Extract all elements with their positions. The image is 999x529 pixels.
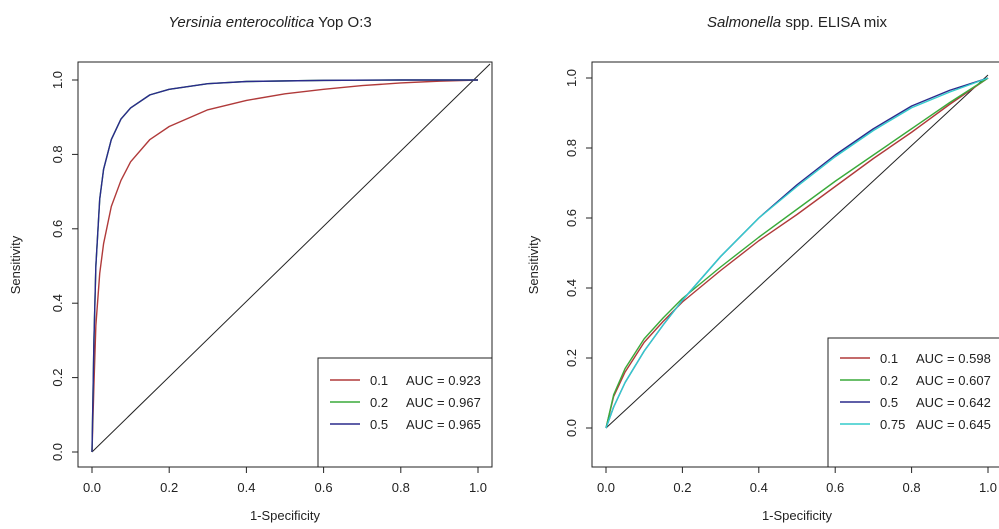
- diagonal-reference-line: [605, 74, 989, 429]
- roc-curves: [605, 77, 989, 429]
- x-axis-ticks: 0.0 0.2 0.4 0.6 0.8 1.0: [597, 467, 997, 495]
- roc-curve-0-5: [91, 79, 478, 453]
- y-tick-label: 0.8: [50, 145, 65, 163]
- legend-series-name: 0.2: [880, 373, 898, 388]
- roc-curve-0-75: [605, 77, 989, 429]
- x-tick-label: 0.0: [83, 480, 101, 495]
- legend: 0.1 AUC = 0.923 0.2 AUC = 0.967 0.5 AUC = 0.9…: [317, 357, 493, 468]
- chart-title: Yersinia enterocolitica Yop O:3: [168, 14, 371, 31]
- y-tick-label: 0.8: [564, 139, 579, 157]
- legend: 0.1 AUC = 0.598 0.2 AUC = 0.607 0.5 AUC = 0.6…: [827, 337, 999, 468]
- x-tick-label: 0.2: [160, 480, 178, 495]
- plot-frame: [591, 61, 999, 468]
- y-axis-label: Sensitivity: [526, 235, 541, 294]
- diagonal-reference-line: [91, 63, 491, 453]
- x-axis-ticks: 0.0 0.2 0.4 0.6 0.8 1.0: [83, 467, 487, 495]
- y-tick-label: 0.6: [564, 209, 579, 227]
- x-tick-label: 1.0: [979, 480, 997, 495]
- legend-auc-value: AUC = 0.645: [916, 417, 991, 432]
- y-tick-label: 0.4: [564, 279, 579, 297]
- title-rest: spp. ELISA mix: [781, 14, 887, 31]
- y-axis-ticks: 0.0 0.2 0.4 0.6 0.8 1.0: [50, 71, 78, 461]
- y-tick-label: 1.0: [564, 69, 579, 87]
- legend-auc-value: AUC = 0.607: [916, 373, 991, 388]
- roc-curve-0-1: [605, 77, 989, 429]
- y-tick-label: 0.6: [50, 220, 65, 238]
- legend-series-name: 0.5: [880, 395, 898, 410]
- legend-auc-value: AUC = 0.923: [406, 373, 481, 388]
- legend-series-name: 0.1: [880, 351, 898, 366]
- x-axis-label: 1-Specificity: [250, 508, 321, 523]
- legend-series-name: 0.1: [370, 373, 388, 388]
- y-axis-ticks: 0.0 0.2 0.4 0.6 0.8 1.0: [564, 69, 592, 437]
- y-axis-label: Sensitivity: [8, 235, 23, 294]
- legend-series-name: 0.2: [370, 395, 388, 410]
- legend-auc-value: AUC = 0.642: [916, 395, 991, 410]
- x-tick-label: 0.4: [237, 480, 255, 495]
- panel-salmonella: Salmonella spp. ELISA mix 0.0 0.2 0.4 0.6 0.…: [526, 14, 999, 523]
- y-tick-label: 1.0: [50, 71, 65, 89]
- roc-curves: [91, 79, 479, 453]
- x-tick-label: 0.8: [392, 480, 410, 495]
- roc-curve-0-1: [91, 79, 479, 453]
- x-tick-label: 0.4: [750, 480, 768, 495]
- x-tick-label: 0.2: [673, 480, 691, 495]
- title-rest: Yop O:3: [314, 14, 372, 31]
- panel-yersinia: Yersinia enterocolitica Yop O:3 0.0 0.2 0.…: [8, 14, 493, 523]
- legend-series-name: 0.5: [370, 417, 388, 432]
- plot-frame: [77, 61, 493, 468]
- legend-series-name: 0.75: [880, 417, 905, 432]
- legend-box: [317, 357, 493, 468]
- x-axis-label: 1-Specificity: [762, 508, 833, 523]
- y-tick-label: 0.2: [50, 369, 65, 387]
- y-tick-label: 0.2: [564, 349, 579, 367]
- x-tick-label: 0.0: [597, 480, 615, 495]
- legend-auc-value: AUC = 0.965: [406, 417, 481, 432]
- y-tick-label: 0.0: [50, 443, 65, 461]
- x-tick-label: 1.0: [469, 480, 487, 495]
- legend-auc-value: AUC = 0.967: [406, 395, 481, 410]
- title-italic: Salmonella: [707, 14, 781, 31]
- title-italic: Yersinia enterocolitica: [168, 14, 314, 31]
- x-tick-label: 0.8: [903, 480, 921, 495]
- roc-curve-0-2: [605, 77, 989, 429]
- chart-title: Salmonella spp. ELISA mix: [707, 14, 888, 31]
- legend-auc-value: AUC = 0.598: [916, 351, 991, 366]
- x-tick-label: 0.6: [315, 480, 333, 495]
- y-tick-label: 0.4: [50, 294, 65, 312]
- y-tick-label: 0.0: [564, 419, 579, 437]
- x-tick-label: 0.6: [826, 480, 844, 495]
